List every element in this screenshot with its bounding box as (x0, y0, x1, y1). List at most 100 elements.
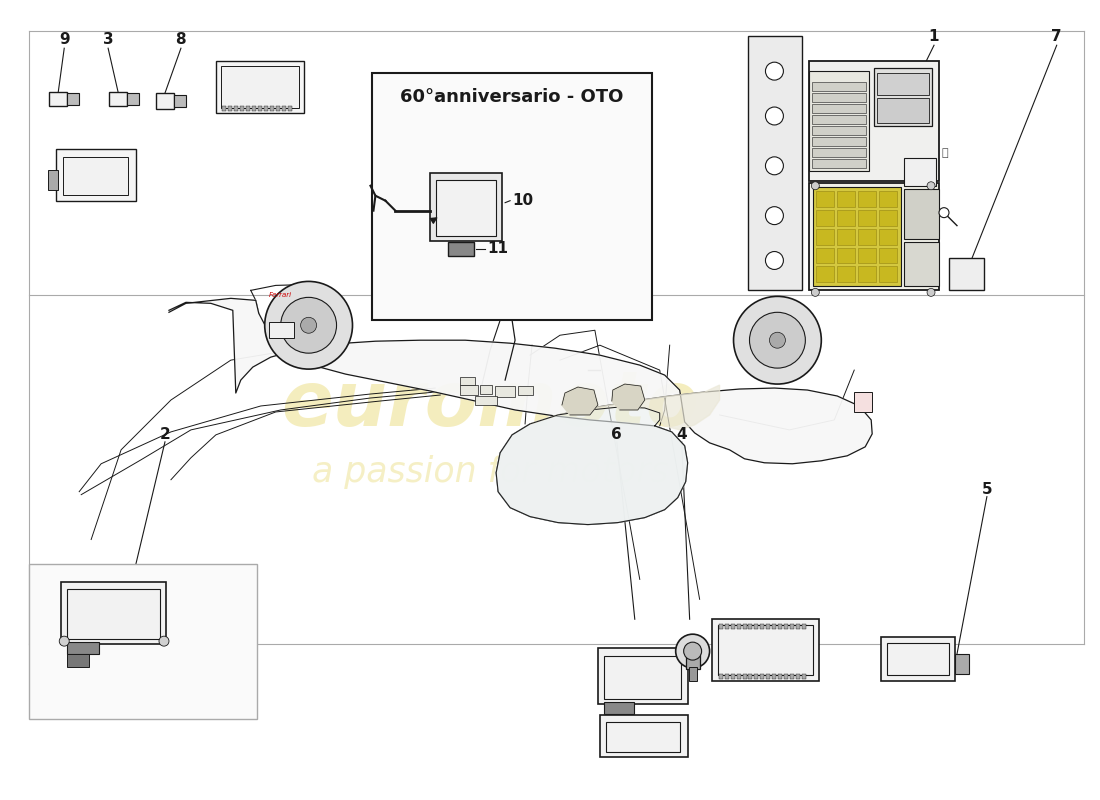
Bar (288, 106, 292, 111)
Circle shape (927, 288, 935, 296)
Bar (604, 702, 634, 714)
Bar (879, 266, 898, 282)
Bar (252, 106, 255, 111)
Bar (881, 637, 955, 681)
Bar (56, 149, 136, 201)
Circle shape (766, 62, 783, 80)
Bar (449, 242, 474, 255)
Bar (437, 180, 496, 235)
Bar (495, 386, 515, 397)
Polygon shape (562, 387, 598, 415)
Bar (837, 229, 855, 245)
Bar (837, 210, 855, 226)
Bar (600, 715, 688, 757)
Circle shape (280, 298, 337, 353)
Bar (772, 624, 777, 630)
Circle shape (766, 157, 783, 174)
Text: 7: 7 (1052, 29, 1062, 44)
Bar (606, 722, 680, 752)
Bar (276, 106, 279, 111)
Bar (837, 247, 855, 263)
Bar (742, 674, 747, 679)
Bar (879, 247, 898, 263)
Bar (62, 582, 166, 644)
Text: 8: 8 (176, 32, 186, 46)
Bar (373, 73, 651, 320)
Bar (767, 674, 770, 679)
Bar (879, 190, 898, 206)
Bar (518, 386, 534, 395)
Bar (904, 189, 939, 238)
Polygon shape (169, 298, 872, 525)
Bar (812, 115, 866, 124)
Circle shape (265, 282, 352, 369)
Bar (796, 674, 801, 679)
Bar (725, 624, 728, 630)
Bar (63, 157, 128, 194)
Bar (748, 674, 752, 679)
Bar (858, 247, 877, 263)
Bar (874, 68, 932, 126)
Bar (430, 173, 502, 241)
Bar (904, 242, 939, 286)
Circle shape (766, 107, 783, 125)
Bar (779, 674, 782, 679)
Bar (791, 674, 794, 679)
Bar (812, 93, 866, 102)
Bar (270, 106, 274, 111)
Circle shape (734, 296, 822, 384)
Circle shape (939, 208, 949, 218)
Bar (742, 624, 747, 630)
Circle shape (749, 312, 805, 368)
Bar (228, 106, 232, 111)
Bar (234, 106, 238, 111)
Circle shape (769, 332, 785, 348)
Circle shape (812, 182, 820, 190)
Bar (725, 674, 728, 679)
Bar (816, 229, 834, 245)
Text: 2: 2 (160, 427, 170, 442)
Bar (156, 93, 174, 109)
Text: 10: 10 (513, 193, 534, 208)
Bar (730, 674, 735, 679)
Bar (760, 624, 764, 630)
Bar (779, 624, 782, 630)
Circle shape (684, 642, 702, 660)
Bar (604, 656, 681, 699)
Bar (268, 322, 294, 338)
Text: 5: 5 (981, 482, 992, 497)
Text: Ferrari: Ferrari (270, 292, 293, 298)
Bar (879, 229, 898, 245)
Bar (812, 148, 866, 157)
Bar (760, 674, 764, 679)
Text: 6: 6 (612, 427, 623, 442)
Bar (221, 66, 298, 108)
Bar (812, 126, 866, 135)
Text: 4: 4 (676, 427, 688, 442)
Bar (30, 565, 256, 719)
Bar (67, 590, 160, 639)
Text: 60°anniversario - OTO: 60°anniversario - OTO (400, 88, 624, 106)
Bar (689, 667, 696, 681)
Polygon shape (496, 407, 688, 525)
Bar (837, 190, 855, 206)
Bar (755, 674, 759, 679)
Text: euromoto: euromoto (282, 368, 698, 442)
Bar (718, 674, 723, 679)
Circle shape (927, 182, 935, 190)
Polygon shape (530, 385, 719, 430)
Bar (955, 654, 969, 674)
Bar (784, 624, 789, 630)
Bar (755, 624, 759, 630)
Circle shape (766, 251, 783, 270)
Bar (128, 93, 139, 105)
Bar (858, 229, 877, 245)
Bar (904, 158, 936, 186)
Bar (174, 95, 186, 107)
Circle shape (160, 636, 169, 646)
Bar (109, 92, 128, 106)
Text: 11: 11 (487, 241, 508, 256)
Bar (475, 396, 497, 405)
Circle shape (59, 636, 69, 646)
Bar (50, 92, 67, 106)
